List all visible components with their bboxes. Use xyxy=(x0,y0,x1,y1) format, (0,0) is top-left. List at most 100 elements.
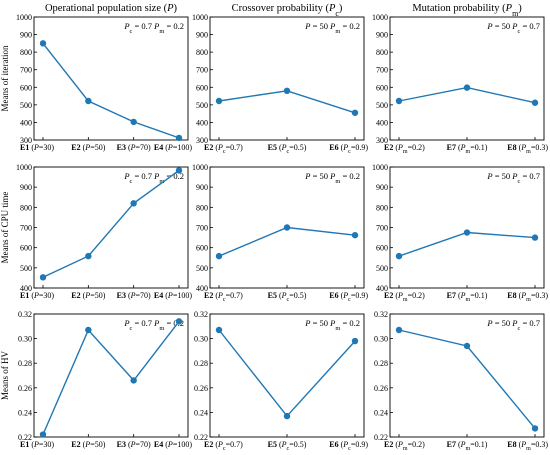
y-tick-label: 900 xyxy=(376,31,388,40)
panels: 300 400 500 600 700 800 900 1000 E1 (P=30) E2 (P=… xyxy=(16,13,548,452)
y-tick-label: 0.30 xyxy=(18,335,32,344)
data-point xyxy=(531,99,539,106)
parameter-annotation: P = 50 Pc​ = 0.7 xyxy=(486,21,540,35)
y-tick-label: 1000 xyxy=(16,13,32,22)
y-tick-label: 800 xyxy=(376,203,388,212)
series-line xyxy=(398,231,536,257)
y-tick-label: 300 xyxy=(20,136,32,145)
data-point xyxy=(531,234,539,241)
y-tick-label: 900 xyxy=(196,31,208,40)
y-tick-label: 500 xyxy=(196,101,208,110)
x-tick-label: E3 (P=70) xyxy=(117,440,151,449)
y-tick-label: 700 xyxy=(376,66,388,75)
plot-frame xyxy=(389,166,545,289)
y-tick-label: 900 xyxy=(20,183,32,192)
x-tick-label: E8 (Pm​=0.3) xyxy=(507,440,548,452)
panel-r2-c1: 400 500 600 700 800 900 1000 E1 (P=30) E2 (P=50)… xyxy=(16,163,192,300)
data-point xyxy=(463,229,471,236)
data-point xyxy=(463,342,471,350)
y-tick-label: 0.26 xyxy=(194,384,208,393)
x-tick-label: E1 (P=30) xyxy=(20,143,54,152)
data-point xyxy=(39,40,47,47)
y-tick-label: 700 xyxy=(196,224,208,233)
data-point xyxy=(85,326,92,334)
y-tick-label: 800 xyxy=(196,203,208,212)
y-tick-label: 0.28 xyxy=(194,359,208,368)
panel-r3-c1: 0.22 0.24 0.26 0.28 0.30 0.32 E1 (P=30) E2 (P=5… xyxy=(18,310,192,449)
y-tick-label: 0.22 xyxy=(374,433,388,442)
y-tick-label: 700 xyxy=(196,66,208,75)
plot-frame xyxy=(33,313,189,438)
x-tick-label: E2 (Pm​=0.2) xyxy=(384,143,425,155)
y-tick-label: 1000 xyxy=(192,13,208,22)
parameter-annotation: P = 50 Pm​ = 0.2 xyxy=(304,318,360,332)
y-tick-label: 800 xyxy=(20,48,32,57)
y-tick-label: 600 xyxy=(196,83,208,92)
y-tick-label: 500 xyxy=(20,264,32,273)
column-title-3: Mutation probability (Pm​) xyxy=(412,3,522,18)
parameter-annotation: P = 50 Pc​ = 0.7 xyxy=(486,318,540,332)
x-tick-label: E5 (Pc​=0.5) xyxy=(268,143,307,155)
parameter-annotation: Pc​ = 0.7 Pm​ = 0.2 xyxy=(123,171,184,185)
y-tick-label: 500 xyxy=(20,101,32,110)
y-tick-label: 0.22 xyxy=(18,433,32,442)
panel-r2-c2: 400 500 600 700 800 900 1000 E2 (Pc​=0.7) E5 (Pc… xyxy=(192,163,368,303)
y-tick-label: 0.30 xyxy=(194,335,208,344)
y-tick-label: 400 xyxy=(20,284,32,293)
data-point xyxy=(395,97,403,105)
y-axis-label-row-3: Means of HV xyxy=(0,351,10,400)
data-point xyxy=(175,134,183,142)
x-tick-label: E2 (Pm​=0.2) xyxy=(384,291,425,303)
y-tick-label: 600 xyxy=(20,244,32,253)
panel-r3-c3: 0.22 0.24 0.26 0.28 0.30 0.32 E2 (Pm​=0.2) E7 (… xyxy=(374,310,548,452)
x-tick-label: E4 (P=100) xyxy=(154,440,192,449)
y-axis-label-row-2: Means of CPU time xyxy=(0,192,10,264)
data-point xyxy=(215,326,223,334)
data-point xyxy=(283,412,291,420)
x-tick-label: E2 (Pm​=0.2) xyxy=(384,440,425,452)
data-point xyxy=(175,318,183,325)
data-point xyxy=(395,252,403,260)
y-tick-label: 0.30 xyxy=(374,335,388,344)
x-tick-label: E4 (P=100) xyxy=(154,291,192,300)
x-tick-label: E2 (Pc​=0.7) xyxy=(204,291,243,303)
panel-r1-c3: 300 400 500 600 700 800 900 1000 E2 (Pm​=0.2) E7 … xyxy=(372,13,548,155)
x-tick-label: E6 (Pc​=0.9) xyxy=(329,440,368,452)
y-tick-label: 0.24 xyxy=(194,408,208,417)
y-tick-label: 700 xyxy=(20,224,32,233)
parameter-annotation: P = 50 Pm​ = 0.2 xyxy=(304,171,360,185)
y-tick-label: 1000 xyxy=(372,13,388,22)
y-tick-label: 1000 xyxy=(372,163,388,172)
data-point xyxy=(130,118,137,126)
plot-frame xyxy=(389,313,545,438)
y-tick-label: 600 xyxy=(196,244,208,253)
plot-frame xyxy=(389,16,545,141)
x-tick-label: E2 (P=50) xyxy=(71,143,105,152)
data-point xyxy=(215,252,223,260)
column-title-1: Operational population size (P) xyxy=(45,3,178,14)
data-point xyxy=(531,425,539,432)
data-point xyxy=(175,167,183,174)
y-tick-label: 500 xyxy=(196,264,208,273)
data-point xyxy=(283,224,291,231)
y-tick-label: 600 xyxy=(376,244,388,253)
y-tick-label: 0.22 xyxy=(194,433,208,442)
y-tick-label: 800 xyxy=(376,48,388,57)
x-tick-label: E5 (Pc​=0.5) xyxy=(268,440,307,452)
y-tick-label: 1000 xyxy=(16,163,32,172)
x-tick-label: E4 (P=100) xyxy=(154,143,192,152)
parameter-annotation: P = 50 Pm​ = 0.2 xyxy=(304,21,360,35)
plot-frame xyxy=(33,166,189,289)
x-tick-label: E3 (P=70) xyxy=(117,143,151,152)
y-tick-label: 500 xyxy=(376,264,388,273)
y-tick-label: 0.28 xyxy=(18,359,32,368)
x-tick-label: E8 (Pm​=0.3) xyxy=(507,291,548,303)
parameter-annotation: P = 50 Pc​ = 0.7 xyxy=(486,171,540,185)
x-tick-label: E3 (P=70) xyxy=(117,291,151,300)
y-tick-label: 800 xyxy=(20,203,32,212)
data-point xyxy=(395,326,403,334)
series-line xyxy=(42,42,180,139)
y-tick-label: 600 xyxy=(20,83,32,92)
y-tick-label: 400 xyxy=(376,284,388,293)
data-point xyxy=(351,337,359,345)
